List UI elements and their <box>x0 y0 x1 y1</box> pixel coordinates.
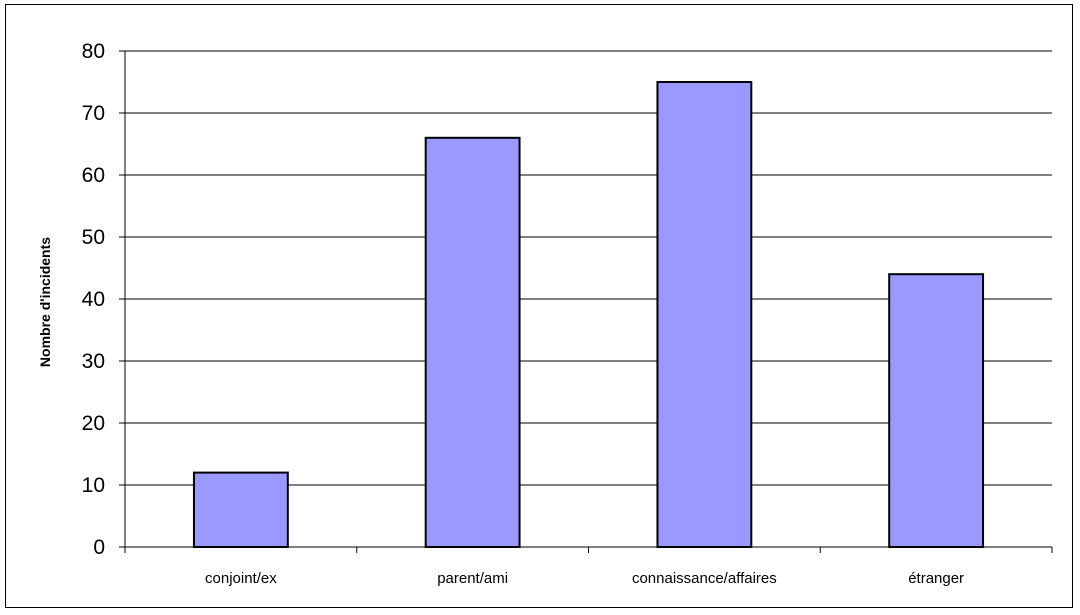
y-tick-label: 30 <box>82 350 105 373</box>
x-category-label: conjoint/ex <box>205 570 277 587</box>
y-tick-label: 20 <box>82 412 105 435</box>
bar <box>656 81 753 548</box>
x-category-label: connaissance/affaires <box>632 570 777 587</box>
bars <box>192 81 985 549</box>
x-category-label: parent/ami <box>437 570 508 587</box>
axes <box>119 50 1053 553</box>
y-tick-label: 50 <box>82 226 105 249</box>
y-tick-label: 0 <box>93 536 105 559</box>
y-axis-title: Nombre d'incidents <box>37 237 53 367</box>
y-tick-label: 10 <box>82 474 105 497</box>
y-tick-label: 40 <box>82 288 105 311</box>
bar <box>888 273 985 548</box>
bar <box>424 136 521 549</box>
x-category-label: étranger <box>908 570 964 587</box>
y-tick-label: 80 <box>82 40 105 63</box>
y-tick-label: 70 <box>82 102 105 125</box>
y-tick-label: 60 <box>82 164 105 187</box>
bar <box>192 471 289 549</box>
tick-labels: 0 10 20 30 40 50 60 70 80 conjoint/ex parent/ami co… <box>82 40 964 587</box>
